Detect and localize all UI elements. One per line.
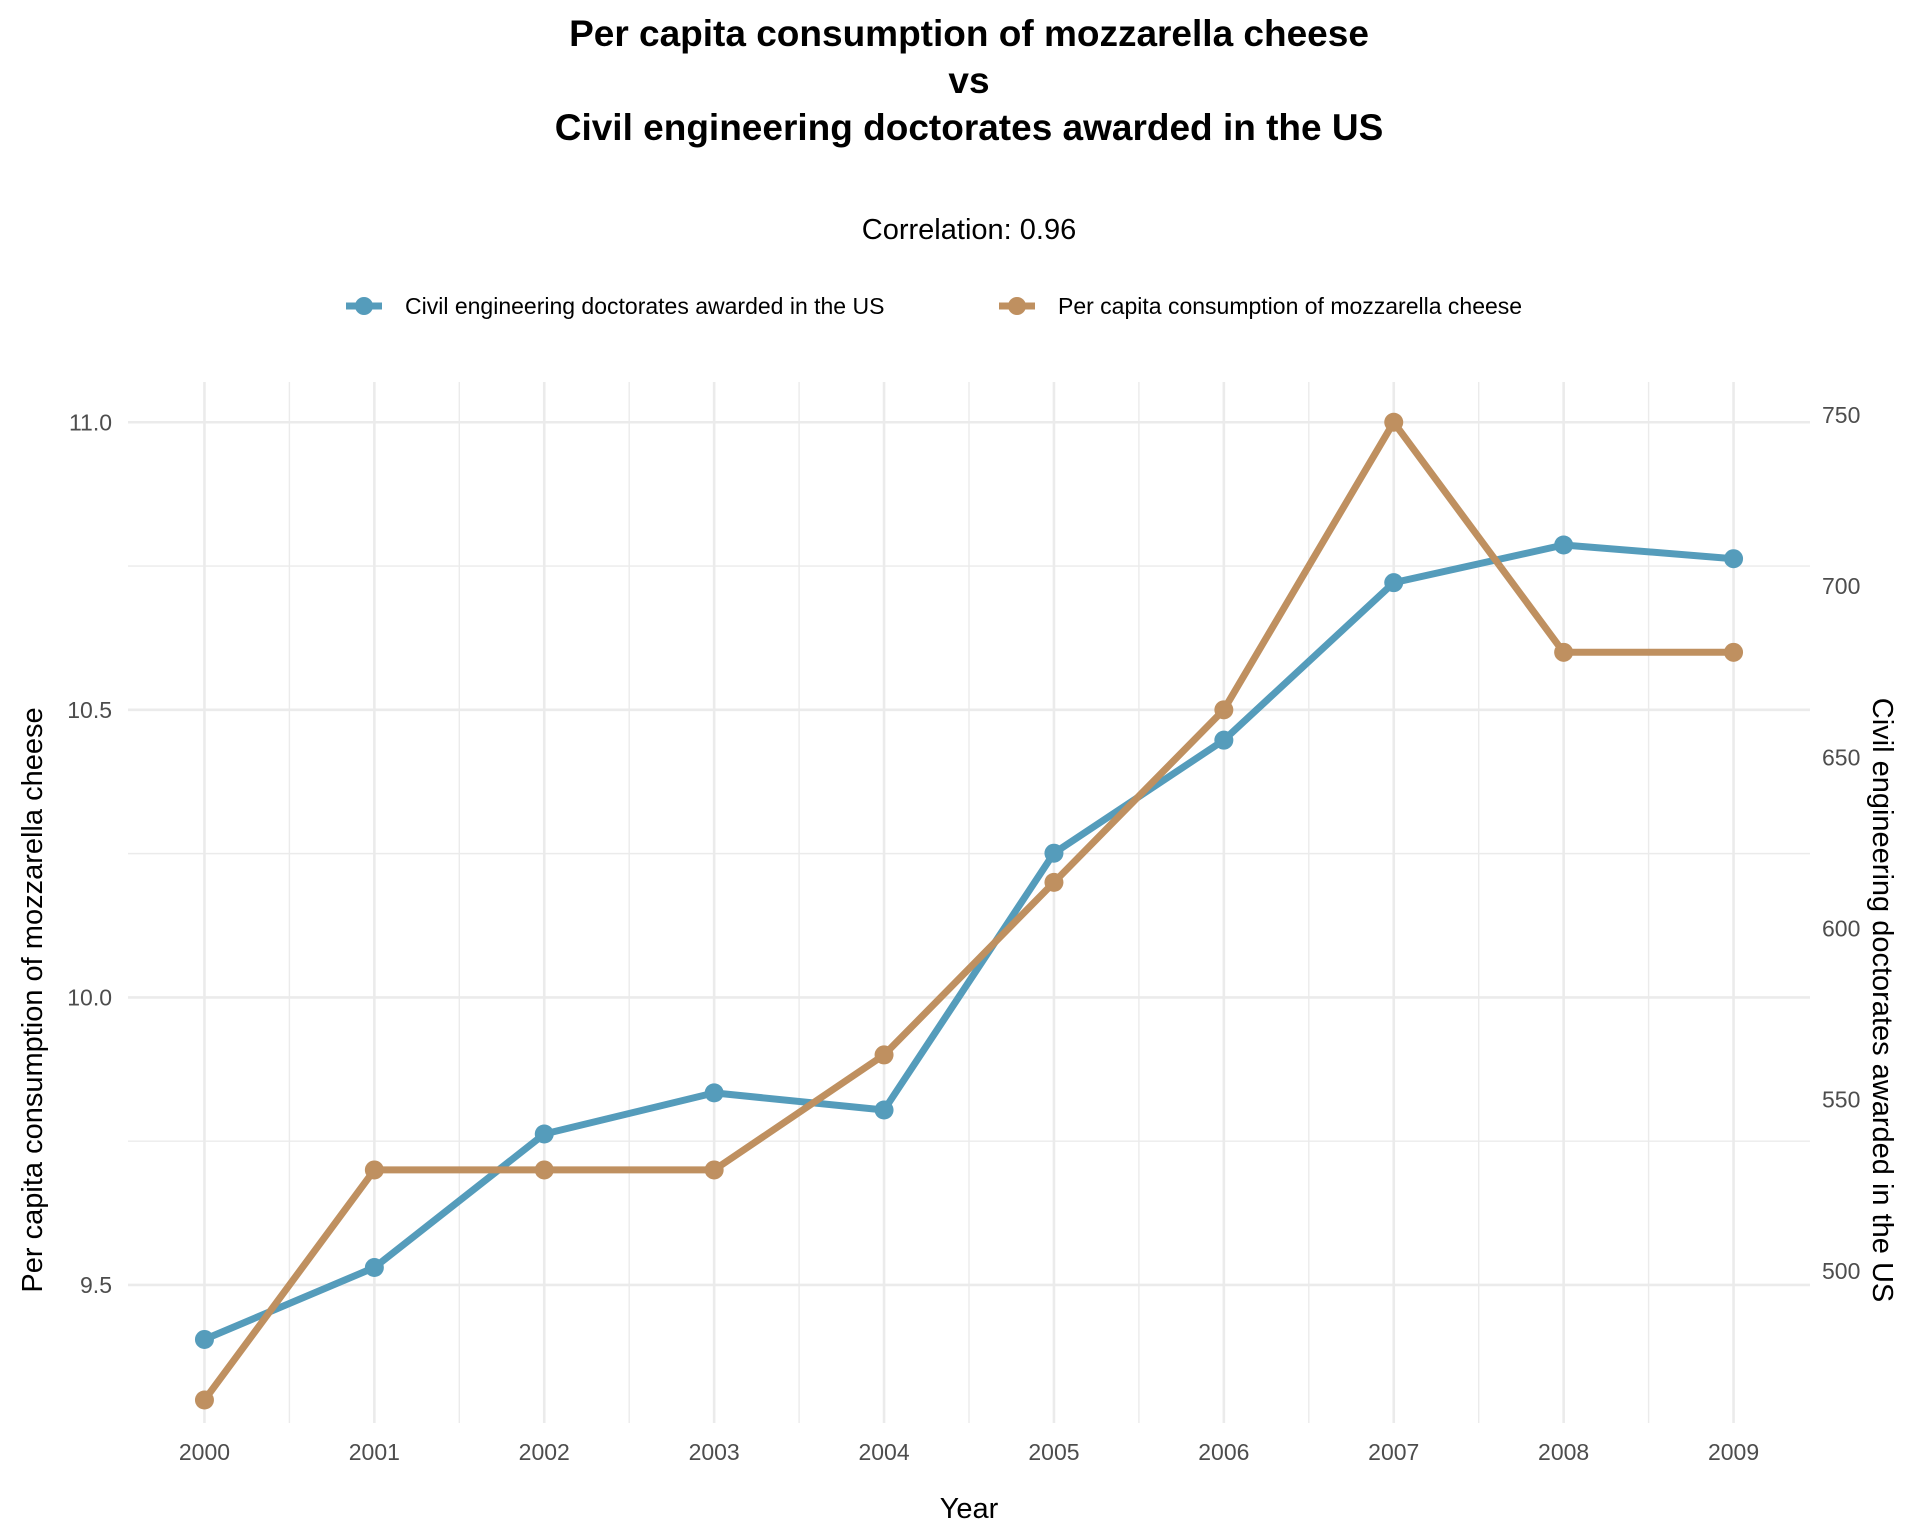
- data-point-mozzarella: [1214, 700, 1234, 720]
- left-y-axis-ticks: 9.5 10.0 10.5 11.0: [67, 409, 112, 1298]
- legend-marker-mozzarella: [1008, 297, 1026, 315]
- left-y-tick-label: 11.0: [69, 409, 112, 435]
- data-point-mozzarella: [1384, 412, 1404, 432]
- data-point-mozzarella: [1044, 872, 1064, 892]
- left-y-tick-label: 10.5: [67, 697, 112, 723]
- data-point-doctorates: [1214, 730, 1234, 750]
- x-tick-label: 2003: [689, 1439, 740, 1465]
- x-tick-label: 2008: [1538, 1439, 1589, 1465]
- right-y-tick-label: 500: [1822, 1258, 1860, 1284]
- x-tick-label: 2006: [1198, 1439, 1249, 1465]
- left-y-axis-title: Per capita consumption of mozzarella che…: [17, 707, 49, 1292]
- x-tick-label: 2000: [179, 1439, 230, 1465]
- right-y-tick-label: 550: [1822, 1087, 1860, 1113]
- x-tick-label: 2001: [349, 1439, 400, 1465]
- legend: Civil engineering doctorates awarded in …: [346, 293, 1522, 319]
- data-point-doctorates: [194, 1329, 214, 1349]
- data-point-doctorates: [364, 1258, 384, 1278]
- right-y-tick-label: 600: [1822, 916, 1860, 942]
- grid-lines: [128, 382, 1810, 1423]
- x-axis-ticks: 2000 2001 2002 2003 2004 2005 2006 2007 2008 2009: [179, 1439, 1759, 1465]
- x-tick-label: 2007: [1368, 1439, 1419, 1465]
- data-point-mozzarella: [534, 1160, 554, 1180]
- title-line-3: Civil engineering doctorates awarded in …: [555, 107, 1384, 148]
- chart-title: Per capita consumption of mozzarella che…: [555, 13, 1384, 148]
- chart-subtitle: Correlation: 0.96: [862, 214, 1076, 246]
- data-point-doctorates: [1044, 843, 1064, 863]
- title-line-1: Per capita consumption of mozzarella che…: [569, 13, 1369, 54]
- x-tick-label: 2002: [519, 1439, 570, 1465]
- data-point-mozzarella: [874, 1045, 894, 1065]
- right-y-axis-title: Civil engineering doctorates awarded in …: [1866, 698, 1898, 1303]
- legend-marker-doctorates: [355, 297, 373, 315]
- right-y-tick-label: 700: [1822, 573, 1860, 599]
- left-y-tick-label: 9.5: [80, 1272, 112, 1298]
- data-point-mozzarella: [704, 1160, 724, 1180]
- data-point-mozzarella: [194, 1390, 214, 1410]
- x-axis-title: Year: [940, 1493, 999, 1525]
- legend-label-doctorates: Civil engineering doctorates awarded in …: [405, 293, 884, 319]
- data-point-doctorates: [534, 1124, 554, 1144]
- x-tick-label: 2005: [1028, 1439, 1079, 1465]
- series-layer: [194, 412, 1744, 1410]
- title-line-2: vs: [948, 60, 989, 101]
- right-y-tick-label: 750: [1822, 402, 1860, 428]
- series-line-mozzarella: [201, 418, 1737, 1404]
- left-y-tick-label: 10.0: [67, 984, 112, 1010]
- x-tick-label: 2009: [1708, 1439, 1759, 1465]
- x-tick-label: 2004: [858, 1439, 909, 1465]
- data-point-doctorates: [1384, 573, 1404, 593]
- right-y-tick-label: 650: [1822, 744, 1860, 770]
- right-y-axis-ticks: 500 550 600 650 700 750: [1822, 402, 1860, 1284]
- data-point-mozzarella: [1554, 642, 1574, 662]
- data-point-mozzarella: [364, 1160, 384, 1180]
- data-point-mozzarella: [1724, 642, 1744, 662]
- data-point-doctorates: [704, 1083, 724, 1103]
- data-point-doctorates: [1554, 535, 1574, 555]
- legend-label-mozzarella: Per capita consumption of mozzarella che…: [1058, 293, 1522, 319]
- data-point-doctorates: [1724, 549, 1744, 569]
- series-line-doctorates: [201, 541, 1737, 1343]
- data-point-doctorates: [874, 1100, 894, 1120]
